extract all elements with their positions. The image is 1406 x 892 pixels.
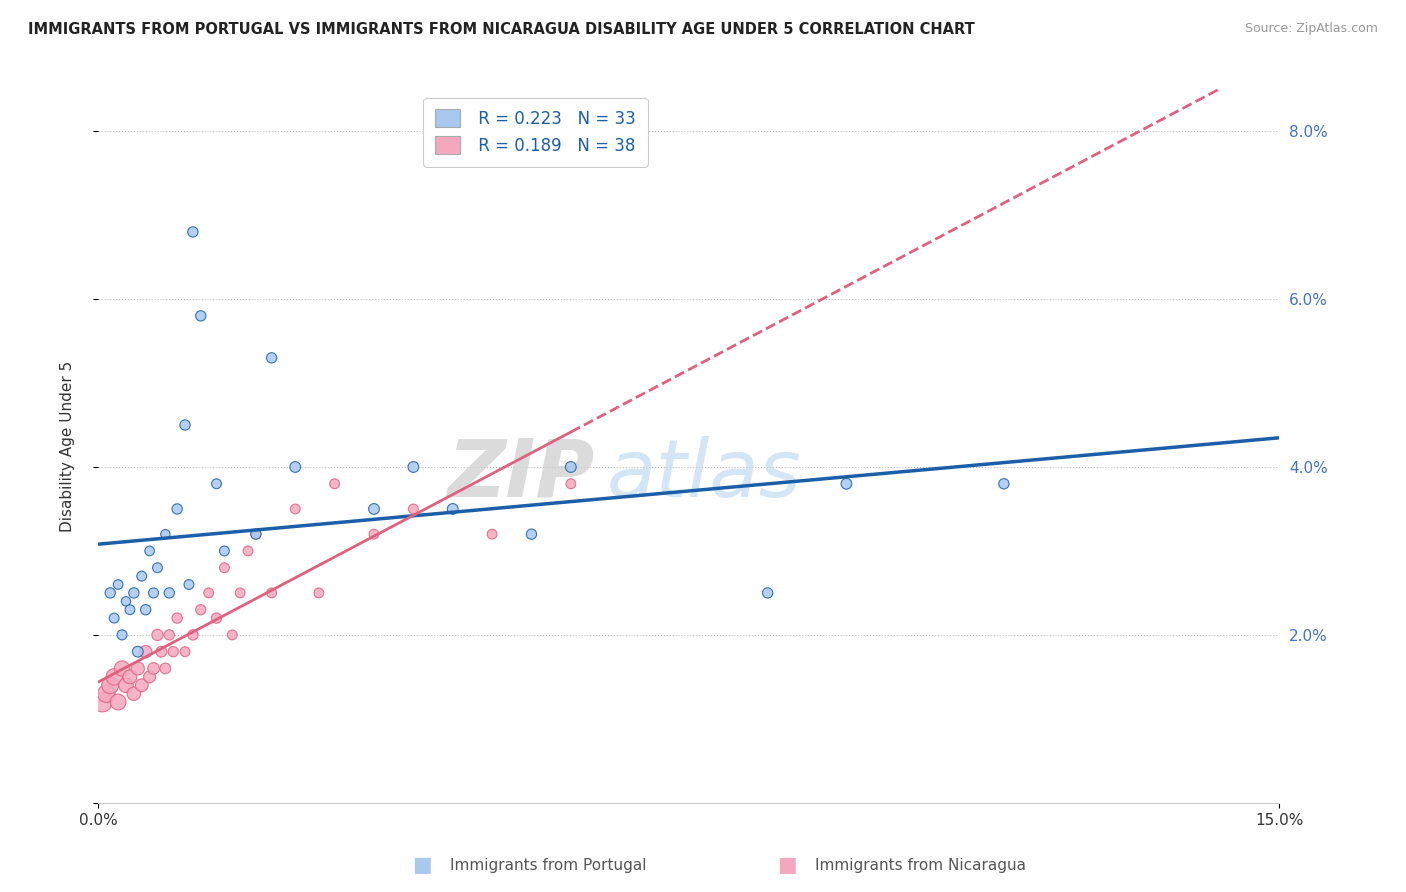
Point [146,628,169,642]
Point [214,560,236,574]
Point [131,569,153,583]
Legend:  R = 0.223   N = 33,  R = 0.189   N = 38: R = 0.223 N = 33, R = 0.189 N = 38 [423,97,648,167]
Point [260,351,283,365]
Point [197,586,219,600]
Point [181,225,204,239]
Point [103,611,125,625]
Y-axis label: Disability Age Under 5: Disability Age Under 5 [60,360,75,532]
Point [138,670,160,684]
Point [107,695,129,709]
Point [118,603,141,617]
Text: Source: ZipAtlas.com: Source: ZipAtlas.com [1244,22,1378,36]
Point [205,476,228,491]
Text: ■: ■ [778,855,797,875]
Point [174,417,197,432]
Point [229,586,252,600]
Point [150,645,173,659]
Point [245,527,267,541]
Point [560,476,582,491]
Point [441,502,464,516]
Point [402,502,425,516]
Point [142,661,165,675]
Point [402,460,425,475]
Point [142,586,165,600]
Point [363,502,385,516]
Point [155,527,177,541]
Point [323,476,346,491]
Point [131,678,153,692]
Point [835,476,858,491]
Point [166,502,188,516]
Point [260,586,283,600]
Point [135,645,157,659]
Point [205,611,228,625]
Point [993,476,1015,491]
Point [146,560,169,574]
Point [181,628,204,642]
Point [166,611,188,625]
Point [127,661,149,675]
Point [756,586,779,600]
Point [115,678,138,692]
Point [221,628,243,642]
Point [190,309,212,323]
Point [138,544,160,558]
Point [103,670,125,684]
Point [236,544,259,558]
Text: atlas: atlas [606,435,801,514]
Point [127,645,149,659]
Point [308,586,330,600]
Point [157,586,180,600]
Point [98,586,121,600]
Point [190,603,212,617]
Point [118,670,141,684]
Point [174,645,197,659]
Point [115,594,138,608]
Point [284,502,307,516]
Point [214,544,236,558]
Point [98,678,121,692]
Point [122,687,145,701]
Text: ■: ■ [412,855,432,875]
Point [177,577,200,591]
Point [155,661,177,675]
Text: Immigrants from Portugal: Immigrants from Portugal [450,858,647,872]
Text: Immigrants from Nicaragua: Immigrants from Nicaragua [815,858,1026,872]
Point [481,527,503,541]
Point [91,695,114,709]
Point [560,460,582,475]
Point [96,687,118,701]
Text: IMMIGRANTS FROM PORTUGAL VS IMMIGRANTS FROM NICARAGUA DISABILITY AGE UNDER 5 COR: IMMIGRANTS FROM PORTUGAL VS IMMIGRANTS F… [28,22,974,37]
Point [363,527,385,541]
Point [135,603,157,617]
Point [157,628,180,642]
Point [111,661,134,675]
Text: ZIP: ZIP [447,435,595,514]
Point [111,628,134,642]
Point [122,586,145,600]
Point [107,577,129,591]
Point [162,645,184,659]
Point [284,460,307,475]
Point [520,527,543,541]
Point [245,527,267,541]
